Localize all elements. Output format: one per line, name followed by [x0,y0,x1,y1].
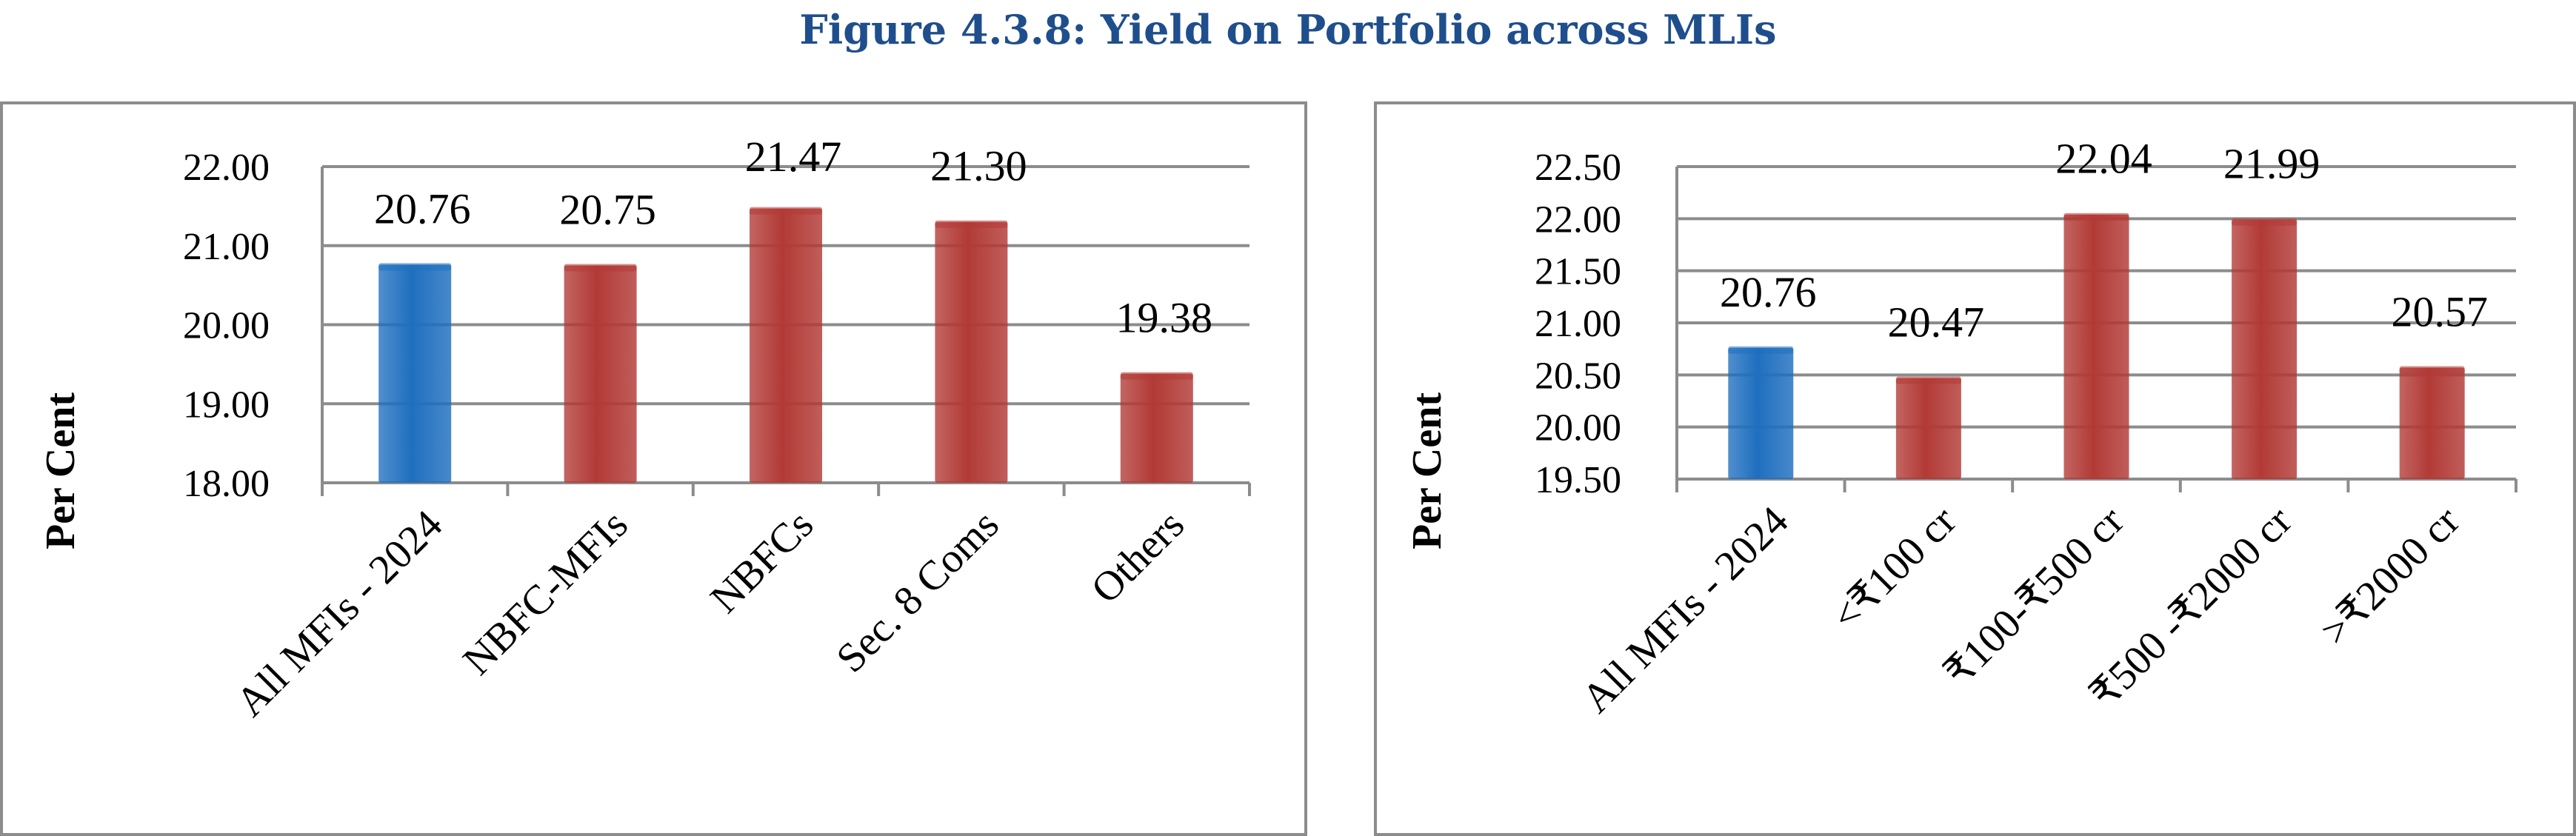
y-tick-label: 20.00 [1535,407,1621,449]
y-tick-label: 21.50 [1535,251,1621,293]
bar-0 [378,264,451,483]
bar-top-0 [378,263,451,270]
bar-top-2 [750,207,822,215]
bar-1 [564,265,637,483]
bar-3 [2232,220,2297,479]
bar-2 [750,209,822,483]
category-label: Others [1083,501,1193,612]
data-label: 22.04 [2055,135,2152,183]
bar-chart-right: 19.50 20.00 20.50 21.00 21.50 22.00 22.50 20.76… [1377,104,2573,833]
data-label: 21.30 [930,142,1027,190]
bar-top-0 [1728,347,1793,354]
y-tick-label: 19.50 [1535,459,1621,501]
data-label: 20.75 [559,185,656,233]
bar-chart-left: 18.00 19.00 20.00 21.00 22.00 20.76 All MFIs -… [3,104,1304,833]
data-label: 19.38 [1116,294,1213,342]
bar-3 [935,222,1007,483]
y-axis-title: Per Cent [38,392,84,549]
bar-1 [1896,378,1961,479]
chart-panel-right: 19.50 20.00 20.50 21.00 21.50 22.00 22.50 20.76… [1374,101,2576,836]
data-label: 20.57 [2391,287,2488,335]
category-label: <₹100 cr [1823,498,1966,640]
y-tick-label: 22.50 [1535,147,1621,189]
y-tick-label: 20.00 [183,305,270,347]
category-label: NBFC-MFIs [454,501,636,683]
bar-4 [1121,374,1193,483]
bar-4 [2400,367,2465,479]
bar-top-3 [2232,218,2297,226]
chart-panel-left: 18.00 19.00 20.00 21.00 22.00 20.76 All MFIs -… [0,101,1307,836]
y-tick-label: 18.00 [183,463,270,505]
bar-2 [2064,215,2129,479]
category-label: All MFIs - 2024 [227,501,451,725]
data-label: 20.76 [1720,268,1817,316]
bar-top-1 [564,264,637,271]
y-tick-label: 19.00 [183,384,270,426]
data-label: 21.47 [745,133,842,181]
bar-top-4 [2400,366,2465,373]
y-tick-label: 21.00 [1535,303,1621,345]
y-tick-label: 21.00 [183,226,270,268]
data-label: 21.99 [2223,140,2320,188]
bar-top-2 [2064,213,2129,221]
y-tick-label: 22.00 [1535,198,1621,241]
bar-0 [1728,348,1793,479]
y-tick-label: 20.50 [1535,355,1621,397]
category-label: All MFIs - 2024 [1573,498,1797,721]
category-label: NBFCs [701,501,822,622]
data-label: 20.47 [1888,298,1985,347]
category-label: Sec. 8 Coms [828,501,1008,681]
y-tick-label: 22.00 [183,147,270,189]
bar-top-1 [1896,377,1961,384]
bar-top-4 [1121,372,1193,380]
y-axis-title: Per Cent [1404,392,1450,549]
data-label: 20.76 [374,184,471,233]
bar-top-3 [935,221,1007,228]
figure-title: Figure 4.3.8: Yield on Portfolio across … [0,0,2576,59]
category-label: >₹2000 cr [2312,498,2469,654]
